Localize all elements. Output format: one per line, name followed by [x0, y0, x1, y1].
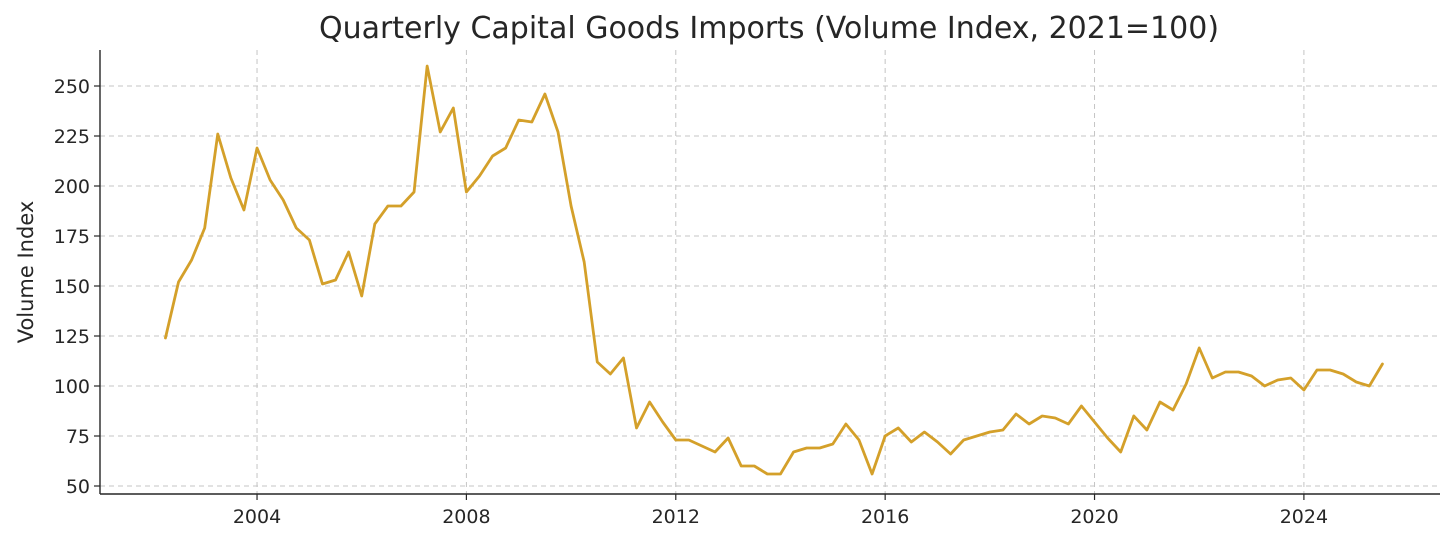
- y-tick-label: 125: [54, 326, 90, 348]
- y-tick-label: 175: [54, 226, 90, 248]
- y-axis-label: Volume Index: [14, 201, 38, 344]
- x-tick-label: 2004: [233, 506, 281, 528]
- y-tick-label: 100: [54, 376, 90, 398]
- x-tick-label: 2008: [442, 506, 490, 528]
- x-tick-label: 2024: [1280, 506, 1328, 528]
- x-tick-label: 2016: [861, 506, 909, 528]
- axes: [94, 50, 1440, 500]
- x-tick-label: 2020: [1070, 506, 1118, 528]
- tick-labels: 2004 2008 2012 2016 2020 2024 50 75 100 125 150 175…: [54, 76, 1328, 528]
- y-tick-label: 200: [54, 176, 90, 198]
- chart-title: Quarterly Capital Goods Imports (Volume …: [319, 11, 1219, 46]
- gridlines: [100, 50, 1440, 494]
- y-tick-label: 50: [66, 476, 90, 498]
- y-tick-label: 75: [66, 426, 90, 448]
- y-tick-label: 150: [54, 276, 90, 298]
- series-line-0: [164, 64, 1384, 476]
- y-tick-label: 225: [54, 126, 90, 148]
- y-tick-label: 250: [54, 76, 90, 98]
- x-tick-label: 2012: [652, 506, 700, 528]
- series-lines: [164, 64, 1384, 476]
